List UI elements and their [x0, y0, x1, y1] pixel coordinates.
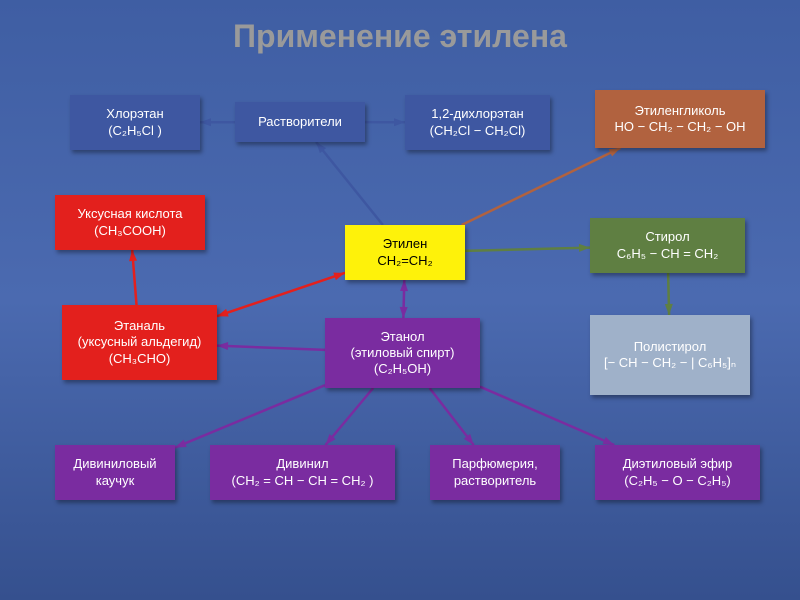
node-label-line1: Этанол [380, 329, 424, 345]
node-label-line2: [− CH − CH₂ − | C₆H₅]ₙ [604, 355, 736, 371]
node-divinyl_rubber: Дивиниловыйкаучук [55, 445, 175, 500]
node-label-line2: (этиловый спирт) [350, 345, 454, 361]
node-label-line1: Хлорэтан [106, 106, 163, 122]
node-label-line1: Парфюмерия, [452, 456, 537, 472]
node-label-line1: Уксусная кислота [77, 206, 182, 222]
node-ethyleneglycol: ЭтиленгликольHO − CH₂ − CH₂ − OH [595, 90, 765, 148]
node-label-line1: Этиленгликоль [635, 103, 726, 119]
node-label-line2: (C₂H₅ − O − C₂H₅) [624, 473, 731, 489]
node-ethanol: Этанол(этиловый спирт)(C₂H₅OH) [325, 318, 480, 388]
node-label-line2: (CH₃COOH) [94, 223, 166, 239]
node-label-line1: Дивинил [276, 456, 328, 472]
diagram-title: Применение этилена [0, 18, 800, 55]
node-label-line1: Дивиниловый [73, 456, 156, 472]
node-label-line2: (CH₂Cl − CH₂Cl) [430, 123, 526, 139]
node-polystyrene: Полистирол[− CH − CH₂ − | C₆H₅]ₙ [590, 315, 750, 395]
node-label-line1: Диэтиловый эфир [623, 456, 733, 472]
node-label-line2: растворитель [454, 473, 536, 489]
node-label-line2: (C₂H₅Cl ) [108, 123, 162, 139]
node-label-line1: Стирол [645, 229, 689, 245]
node-label-line2: (C₂H₅OH) [374, 361, 431, 377]
node-label-line1: Этаналь [114, 318, 165, 334]
node-divinyl: Дивинил(CH₂ = CH − CH = CH₂ ) [210, 445, 395, 500]
node-label-line1: Растворители [258, 114, 342, 130]
node-ethanal: Этаналь(уксусный альдегид)(CH₃CHO) [62, 305, 217, 380]
node-label-line2: (CH₂ = CH − CH = CH₂ ) [232, 473, 374, 489]
node-ethylene: ЭтиленCH₂=CH₂ [345, 225, 465, 280]
node-chloroethane: Хлорэтан(C₂H₅Cl ) [70, 95, 200, 150]
node-acetic: Уксусная кислота(CH₃COOH) [55, 195, 205, 250]
node-label-line1: Этилен [383, 236, 428, 252]
node-label-line2: каучук [96, 473, 135, 489]
node-label-line2: CH₂=CH₂ [377, 253, 432, 269]
node-dichloroethane: 1,2-дихлорэтан(CH₂Cl − CH₂Cl) [405, 95, 550, 150]
node-label-line2: HO − CH₂ − CH₂ − OH [614, 119, 745, 135]
node-label-line2: (уксусный альдегид) [78, 334, 202, 350]
node-label-line2: (CH₃CHO) [109, 351, 171, 367]
node-solvents: Растворители [235, 102, 365, 142]
diagram-stage: Применение этилена Хлорэтан(C₂H₅Cl ) Раст… [0, 0, 800, 600]
node-label-line1: 1,2-дихлорэтан [431, 106, 524, 122]
node-diethylether: Диэтиловый эфир(C₂H₅ − O − C₂H₅) [595, 445, 760, 500]
node-label-line2: C₆H₅ − CH = CH₂ [617, 246, 719, 262]
node-perfumery: Парфюмерия,растворитель [430, 445, 560, 500]
node-label-line1: Полистирол [634, 339, 707, 355]
node-styrene: СтиролC₆H₅ − CH = CH₂ [590, 218, 745, 273]
